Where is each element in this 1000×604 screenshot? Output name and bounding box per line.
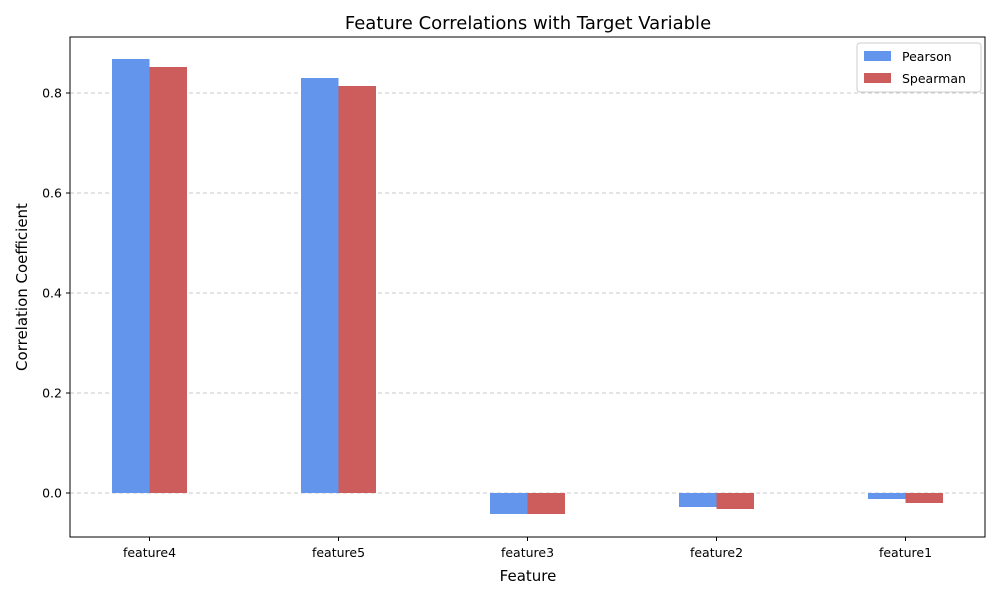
legend-swatch-pearson xyxy=(864,51,891,61)
chart-title: Feature Correlations with Target Variabl… xyxy=(345,13,711,34)
bar-pearson-feature4 xyxy=(112,59,150,493)
bar-spearman-feature2 xyxy=(716,493,754,509)
y-tick-label: 0.4 xyxy=(42,286,62,301)
bar-pearson-feature3 xyxy=(490,493,528,514)
x-axis-label: Feature xyxy=(500,567,557,585)
y-tick-label: 0.0 xyxy=(42,486,62,501)
x-axis-ticks: feature4 feature5 feature3 feature2 feature1 xyxy=(123,537,932,560)
bar-spearman-feature1 xyxy=(905,493,943,503)
legend: Pearson Spearman xyxy=(856,42,982,93)
x-tick-label: feature4 xyxy=(123,545,176,560)
legend-label-pearson: Pearson xyxy=(902,49,952,64)
y-axis-ticks: 0.0 0.2 0.4 0.6 0.8 xyxy=(42,86,70,501)
y-tick-label: 0.6 xyxy=(42,186,62,201)
bar-spearman-feature3 xyxy=(527,493,565,514)
x-tick-label: feature3 xyxy=(501,545,554,560)
y-axis-label: Correlation Coefficient xyxy=(13,203,31,371)
bar-spearman-feature5 xyxy=(338,86,376,493)
legend-label-spearman: Spearman xyxy=(902,71,966,86)
legend-swatch-spearman xyxy=(864,73,891,83)
grid-lines xyxy=(70,92,985,494)
y-tick-label: 0.8 xyxy=(42,86,62,101)
bar-spearman-feature4 xyxy=(149,67,187,493)
y-tick-label: 0.2 xyxy=(42,386,62,401)
plot-frame xyxy=(69,36,986,538)
bars xyxy=(112,59,943,514)
x-tick-label: feature5 xyxy=(312,545,365,560)
bar-pearson-feature2 xyxy=(679,493,717,507)
x-tick-label: feature1 xyxy=(879,545,932,560)
bar-pearson-feature1 xyxy=(868,493,906,499)
x-tick-label: feature2 xyxy=(690,545,743,560)
bar-pearson-feature5 xyxy=(301,78,339,493)
legend-items: Pearson Spearman xyxy=(864,49,966,86)
